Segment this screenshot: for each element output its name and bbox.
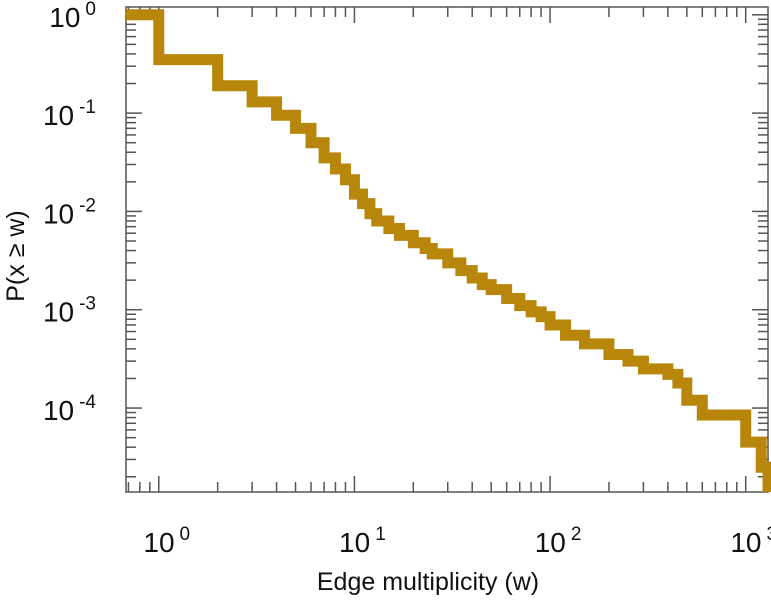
y-axis-title: P(x ≥ w) [2, 210, 30, 302]
x-tick-labels: 100 101 102 103 [143, 524, 771, 558]
y-tick-label: 10 0 [49, 0, 96, 33]
y-tick-label: 10 -1 [43, 97, 96, 131]
x-tick-label: 10 1 [339, 524, 386, 558]
x-tick-label: 10 2 [535, 524, 582, 558]
plot-frame [125, 6, 769, 493]
axes [125, 6, 769, 493]
y-tick-label: 10 -4 [43, 392, 96, 426]
series-layer [126, 9, 771, 492]
x-axis-title: Edge multiplicity (w) [317, 568, 539, 596]
series-0-line [126, 9, 771, 492]
y-tick-label: 10 -2 [43, 195, 96, 229]
y-tick-label: 10 -3 [43, 294, 96, 328]
x-tick-label: 10 0 [143, 524, 190, 558]
x-tick-label: 103 [730, 524, 771, 558]
